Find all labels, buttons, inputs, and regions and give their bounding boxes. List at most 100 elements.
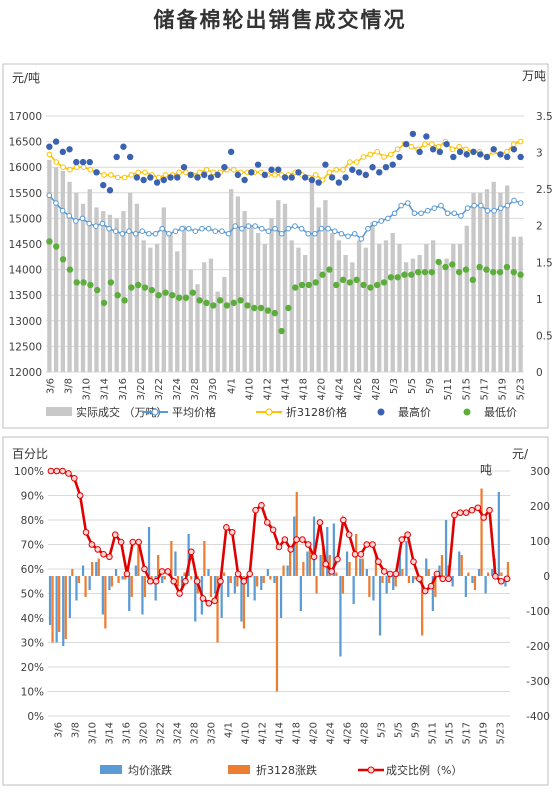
chart-1-avg-price-marker bbox=[351, 230, 358, 237]
chart-2-ratio-marker bbox=[246, 570, 254, 578]
chart-1-avg-price-marker bbox=[378, 218, 385, 224]
chart-1-avg-price-marker bbox=[126, 228, 132, 234]
chart-1-legend-marker bbox=[265, 408, 273, 416]
chart-2-avg-change-bar bbox=[378, 576, 382, 636]
chart-1-volume-bar bbox=[390, 233, 395, 372]
chart-1-avg-price-marker bbox=[464, 205, 471, 211]
chart-2-ratio-marker bbox=[129, 538, 137, 546]
chart-1-low-point bbox=[455, 268, 463, 276]
chart-2-ratio-marker bbox=[497, 577, 505, 585]
chart-1-volume-bar bbox=[303, 254, 308, 372]
chart-1-x-tick-label: 4/10 bbox=[244, 378, 255, 400]
chart-2-change-3128-bar bbox=[275, 576, 279, 692]
chart-2-y-right-tick-label: -200 bbox=[526, 641, 550, 653]
chart-2-x-tick-label: 4/18 bbox=[292, 722, 303, 744]
chart-2-change-3128-bar bbox=[295, 492, 298, 576]
chart-1-price-3128-marker bbox=[326, 169, 333, 176]
chart-1-volume-bar bbox=[161, 207, 166, 372]
chart-1-price-3128-marker bbox=[271, 172, 278, 178]
chart-1-low-point bbox=[401, 271, 408, 278]
chart-2-y-left-tick-label: 0% bbox=[27, 711, 44, 723]
chart-2-change-3128-bar bbox=[256, 576, 259, 587]
chart-2-avg-change-bar bbox=[286, 565, 289, 576]
chart-1-high-point bbox=[214, 171, 221, 179]
chart-1-low-point bbox=[237, 297, 244, 304]
chart-1-volume-bar bbox=[464, 225, 469, 372]
chart-2-avg-change-bar bbox=[233, 576, 236, 594]
chart-2-ratio-marker bbox=[240, 577, 248, 585]
chart-1-avg-price-marker bbox=[146, 230, 152, 237]
chart-1-low-point bbox=[305, 281, 313, 289]
chart-2-ratio-marker bbox=[76, 492, 84, 499]
chart-2-avg-change-bar bbox=[68, 576, 71, 618]
chart-2-legend-marker bbox=[367, 766, 375, 774]
chart-1-low-point bbox=[203, 299, 210, 307]
chart-1-low-point bbox=[476, 263, 483, 271]
chart-2-avg-change-bar bbox=[359, 558, 362, 576]
chart-2-y-right-tick-label: -300 bbox=[526, 676, 550, 688]
chart-2-change-3128-bar bbox=[190, 576, 193, 580]
chart-2-ratio-marker bbox=[170, 577, 178, 585]
chart-2-change-3128-bar bbox=[480, 488, 483, 576]
chart-2-change-3128-bar bbox=[91, 562, 94, 576]
chart-1-high-point bbox=[241, 176, 248, 184]
chart-1-avg-price-marker bbox=[166, 230, 172, 237]
chart-1-price-3128-marker bbox=[60, 164, 66, 170]
chart-2-change-3128-bar bbox=[216, 576, 219, 643]
chart-1-avg-price-marker bbox=[451, 210, 458, 217]
chart-1-avg-price-marker bbox=[79, 215, 86, 222]
chart-2-x-tick-label: 5/9 bbox=[411, 722, 422, 738]
chart-2-avg-change-bar bbox=[319, 555, 322, 576]
chart-2-avg-change-bar bbox=[253, 576, 256, 601]
chart-2-y-left-tick-label: 80% bbox=[21, 515, 44, 527]
chart-1-low-point bbox=[107, 279, 115, 286]
chart-2-ratio-marker bbox=[88, 541, 96, 548]
chart-2-avg-change-bar bbox=[405, 541, 408, 576]
chart-1-volume-bar bbox=[404, 262, 409, 372]
chart-2-avg-change-bar bbox=[392, 576, 395, 590]
chart-1-avg-price-marker bbox=[504, 202, 511, 209]
chart-1-avg-price-marker bbox=[92, 223, 99, 229]
chart-2-avg-change-bar bbox=[339, 576, 342, 657]
chart-2-change-3128-bar bbox=[414, 576, 417, 580]
chart-1-frame bbox=[2, 63, 549, 429]
chart-1-low-point bbox=[449, 261, 456, 268]
chart-2-ratio-marker bbox=[164, 568, 172, 575]
chart-1-low-point bbox=[442, 263, 449, 271]
chart-2-ratio-marker bbox=[304, 541, 312, 548]
chart-2-avg-change-bar bbox=[161, 576, 164, 583]
chart-1-high-point bbox=[234, 171, 242, 179]
chart-2-avg-change-bar bbox=[48, 576, 52, 625]
chart-1-volume-bar bbox=[242, 211, 247, 372]
chart-1-legend-label: 折3128价格 bbox=[286, 405, 347, 419]
chart-2-ratio-marker bbox=[71, 475, 78, 482]
chart-1-volume-bar bbox=[60, 170, 65, 372]
chart-1-x-tick-label: 5/15 bbox=[461, 378, 472, 400]
chart-1-volume-bar bbox=[430, 240, 436, 372]
chart-2-ratio-marker bbox=[141, 565, 148, 573]
chart-1-avg-price-marker bbox=[484, 207, 491, 214]
chart-1-volume-bar bbox=[377, 244, 382, 372]
chart-2-ratio-marker bbox=[433, 570, 441, 578]
chart-2-ratio-marker bbox=[293, 536, 300, 543]
chart-2-change-3128-bar bbox=[117, 576, 120, 583]
chart-1-high-point bbox=[483, 153, 491, 161]
chart-1-volume-bar bbox=[87, 189, 92, 372]
chart-1-x-tick-label: 5/19 bbox=[497, 378, 508, 400]
chart-1-low-point bbox=[380, 279, 388, 286]
chart-1-high-point bbox=[153, 179, 161, 186]
chart-1-avg-price-marker bbox=[185, 225, 192, 232]
chart-2-ratio-marker bbox=[158, 568, 166, 575]
chart-1-price-3128-marker bbox=[435, 143, 442, 150]
chart-2-ratio-marker bbox=[328, 568, 335, 575]
chart-1-high-point bbox=[315, 179, 322, 186]
chart-1-high-point bbox=[443, 140, 450, 148]
chart-1-low-point bbox=[353, 276, 360, 284]
chart-1-avg-price-marker bbox=[305, 230, 312, 237]
chart-2-y-left-tick-label: 30% bbox=[21, 638, 44, 650]
chart-1-price-3128-marker bbox=[340, 166, 346, 173]
chart-1-price-3128-marker bbox=[517, 138, 524, 145]
chart-1-volume-bar bbox=[154, 244, 160, 372]
chart-1-high-point bbox=[322, 161, 329, 168]
chart-1-avg-price-marker bbox=[53, 200, 59, 206]
